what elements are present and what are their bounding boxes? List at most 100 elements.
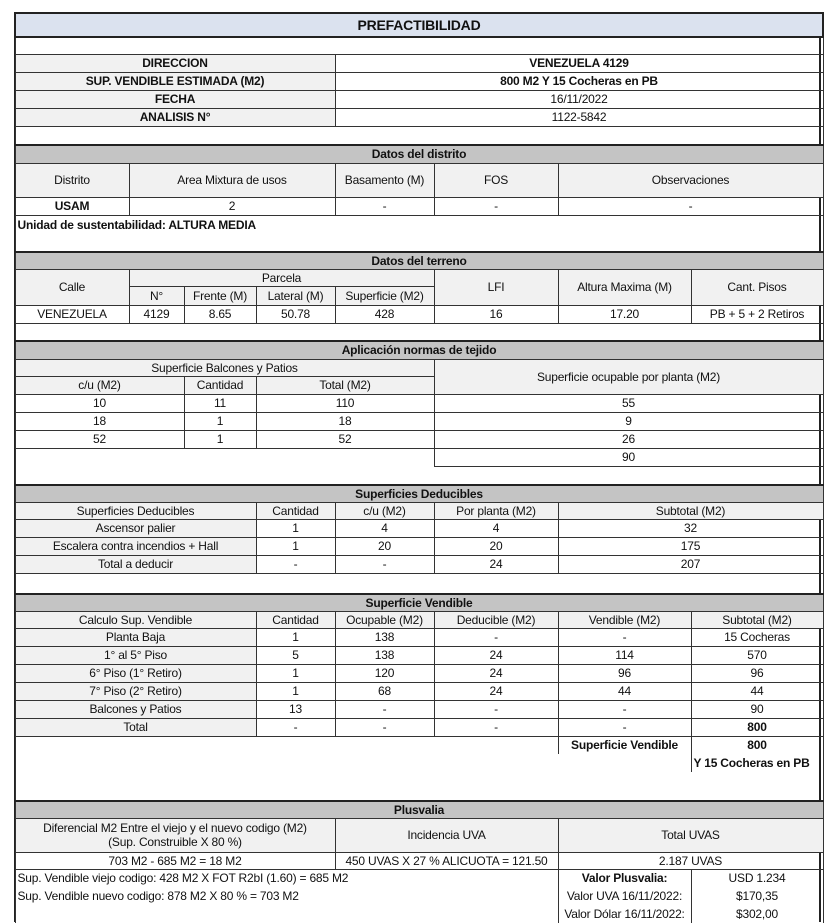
table-cell: VENEZUELA bbox=[14, 304, 130, 324]
column-header: Area Mixtura de usos bbox=[128, 162, 336, 198]
table-cell: 24 bbox=[433, 645, 559, 665]
column-header: Observaciones bbox=[557, 162, 824, 198]
sheet-row: 52 1 52 26 bbox=[14, 429, 824, 449]
sheet-row: Sup. Vendible nuevo codigo: 878 M2 X 80 … bbox=[14, 887, 824, 905]
header-line: (Sup. Construible X 80 %) bbox=[108, 835, 242, 849]
table-cell: 6° Piso (1° Retiro) bbox=[14, 663, 257, 683]
table-cell: 1 bbox=[255, 681, 336, 701]
table-cell: - bbox=[433, 699, 559, 719]
table-cell: - bbox=[557, 627, 692, 647]
table-cell: 4129 bbox=[128, 304, 185, 324]
table-cell: - bbox=[557, 196, 824, 216]
column-header: Superficies Deducibles bbox=[14, 501, 257, 520]
table-cell: - bbox=[557, 717, 692, 737]
section-header-terreno: Datos del terreno bbox=[14, 251, 824, 270]
column-header: Calle bbox=[14, 268, 130, 306]
column-header: FOS bbox=[433, 162, 559, 198]
sheet-row: Planta Baja 1 138- -15 Cocheras bbox=[14, 627, 824, 647]
table-cell: USAM bbox=[14, 196, 130, 216]
sheet-row: Calle Parcela LFI Altura Maxima (M) Cant. Pi… bbox=[14, 268, 824, 306]
table-cell: 50.78 bbox=[255, 304, 336, 324]
table-cell: PB + 5 + 2 Retiros bbox=[690, 304, 824, 324]
table-cell: - bbox=[334, 196, 435, 216]
column-header: Superficie (M2) bbox=[334, 285, 435, 306]
summary-label: Valor UVA 16/11/2022: bbox=[566, 889, 683, 903]
column-header: Cantidad bbox=[255, 501, 336, 520]
table-cell: 24 bbox=[433, 554, 559, 574]
table-cell: 18 bbox=[14, 411, 185, 431]
sheet-row: 10 11 110 55 bbox=[14, 393, 824, 413]
info-value: VENEZUELA 4129 bbox=[334, 53, 824, 73]
info-value: 1122-5842 bbox=[334, 107, 824, 127]
sheet-row: 18 1 18 9 bbox=[14, 411, 824, 431]
table-cell: 800 bbox=[690, 717, 824, 737]
table-cell: Ascensor palier bbox=[14, 518, 257, 538]
column-header: Superficie Balcones y Patios bbox=[14, 358, 435, 377]
column-header: Superficie ocupable por planta (M2) bbox=[433, 358, 824, 395]
info-value: 16/11/2022 bbox=[334, 89, 824, 109]
table-cell: 8.65 bbox=[183, 304, 257, 324]
table-cell: - bbox=[255, 554, 336, 574]
page-title: PREFACTIBILIDAD bbox=[13, 12, 825, 38]
sheet-row: Plusvalia bbox=[14, 800, 824, 819]
plusvalia-note: Sup. Vendible nuevo codigo: 878 M2 X 80 … bbox=[14, 887, 559, 905]
plusvalia-note bbox=[14, 905, 559, 923]
table-cell: 138 bbox=[334, 645, 435, 665]
sheet-row: SUP. VENDIBLE ESTIMADA (M2) 800 M2 Y 15 C… bbox=[14, 71, 824, 91]
ocupable-total: 90 bbox=[433, 447, 824, 467]
table-cell: 90 bbox=[690, 699, 824, 719]
sheet-row: 7° Piso (2° Retiro) 1 68 24 44 44 bbox=[14, 681, 824, 701]
table-cell: Planta Baja bbox=[14, 627, 257, 647]
table-cell: 15 Cocheras bbox=[690, 627, 824, 647]
sheet-row: USAM 2- - - bbox=[14, 196, 824, 216]
plusvalia-note: Sup. Vendible viejo codigo: 428 M2 X FOT… bbox=[14, 869, 559, 887]
sheet-row: PREFACTIBILIDAD bbox=[13, 12, 825, 38]
column-header: Vendible (M2) bbox=[557, 610, 692, 629]
section-header-tejido: Aplicación normas de tejido bbox=[14, 340, 824, 360]
table-cell: - bbox=[433, 196, 559, 216]
sheet-row: Valor Dólar 16/11/2022: $302,00 bbox=[14, 905, 824, 923]
sheet-row bbox=[14, 235, 824, 252]
blank-row bbox=[14, 37, 824, 54]
cocheras-note: Y 15 Cocheras en PB bbox=[690, 754, 824, 772]
column-header: Total UVAS bbox=[557, 817, 824, 853]
table-cell: 2.187 UVAS bbox=[557, 851, 824, 870]
sheet-row: Escalera contra incendios + Hall 1 20 20 175 bbox=[14, 536, 824, 556]
table-cell: 1 bbox=[183, 411, 257, 431]
table-cell: 44 bbox=[557, 681, 692, 701]
sheet-row: Datos del distrito bbox=[14, 144, 824, 164]
sheet-row: c/u (M2) Cantidad Total (M2) bbox=[14, 375, 823, 395]
section-header-distrito: Datos del distrito bbox=[14, 144, 824, 164]
table-cell: Escalera contra incendios + Hall bbox=[14, 536, 257, 556]
blank-row bbox=[14, 323, 824, 341]
table-cell: 10 bbox=[14, 393, 185, 413]
table-cell: - bbox=[334, 717, 435, 737]
column-header: N° bbox=[128, 285, 185, 306]
sheet-row: Balcones y Patios 13- - -90 bbox=[14, 699, 824, 719]
empty-cell bbox=[14, 736, 559, 754]
table-cell: 703 M2 - 685 M2 = 18 M2 bbox=[14, 851, 336, 870]
table-cell: 96 bbox=[690, 663, 824, 683]
column-header: Diferencial M2 Entre el viejo y el nuevo… bbox=[14, 817, 336, 853]
sheet-row bbox=[14, 772, 824, 801]
table-cell: 114 bbox=[557, 645, 692, 665]
table-cell: 1 bbox=[255, 627, 336, 647]
table-cell: 20 bbox=[334, 536, 435, 556]
table-cell: 1 bbox=[255, 663, 336, 683]
empty-cell bbox=[14, 448, 435, 466]
section-header-plusvalia: Plusvalia bbox=[14, 800, 824, 819]
column-header: Cant. Pisos bbox=[690, 268, 824, 306]
table-cell: - bbox=[557, 699, 692, 719]
sheet-row: 1° al 5° Piso 5 138 24 114 570 bbox=[14, 645, 824, 665]
column-header: Cantidad bbox=[183, 375, 257, 395]
table-cell: - bbox=[433, 717, 559, 737]
table-cell: 52 bbox=[255, 429, 435, 449]
blank-row bbox=[14, 235, 824, 252]
section-header-vendible: Superficie Vendible bbox=[14, 593, 824, 612]
summary-value: $170,35 bbox=[690, 887, 824, 905]
table-cell: 1° al 5° Piso bbox=[14, 645, 257, 665]
section-header-deducibles: Superficies Deducibles bbox=[14, 484, 824, 503]
summary-value: $302,00 bbox=[690, 905, 824, 923]
column-header: Incidencia UVA bbox=[334, 817, 559, 853]
prefactibilidad-sheet: PREFACTIBILIDAD DIRECCION VENEZUELA 4129 SU… bbox=[13, 12, 825, 923]
